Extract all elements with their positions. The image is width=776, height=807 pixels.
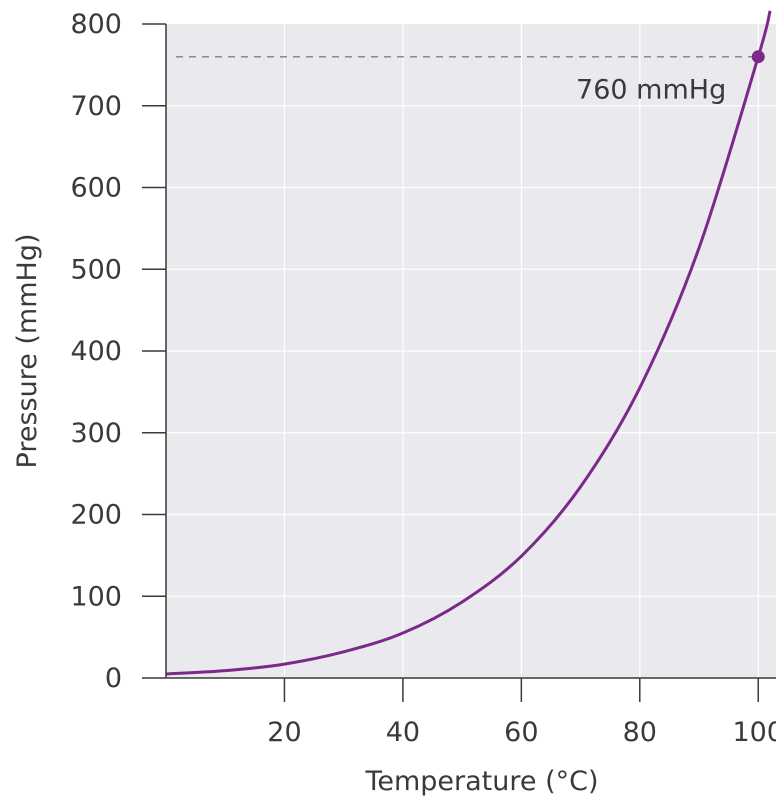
y-axis: 0 100 200 300 400 500 600 700 800 xyxy=(70,9,167,694)
y-tick-label: 600 xyxy=(70,173,122,204)
series-line xyxy=(165,10,772,676)
y-tick-label: 700 xyxy=(70,91,122,122)
x-axis: 20 40 60 80 100 xyxy=(166,677,776,748)
y-axis-title: Pressure (mmHg) xyxy=(12,234,43,469)
x-tick-label: 60 xyxy=(504,717,538,748)
y-tick-label: 200 xyxy=(70,500,122,531)
annotation-760-mmhg: 760 mmHg xyxy=(576,75,726,106)
y-tick-label: 0 xyxy=(105,663,122,694)
y-tick-label: 300 xyxy=(70,418,122,449)
x-axis-title: Temperature (°C) xyxy=(364,766,598,797)
y-tick-label: 400 xyxy=(70,336,122,367)
y-tick-label: 100 xyxy=(70,581,122,612)
x-tick-label: 20 xyxy=(267,717,301,748)
y-tick-label: 800 xyxy=(70,9,122,40)
y-tick-label: 500 xyxy=(70,254,122,285)
point-100c-760mmhg xyxy=(751,50,765,64)
x-tick-label: 40 xyxy=(386,717,420,748)
x-tick-label: 80 xyxy=(623,717,657,748)
x-tick-label: 100 xyxy=(732,717,776,748)
